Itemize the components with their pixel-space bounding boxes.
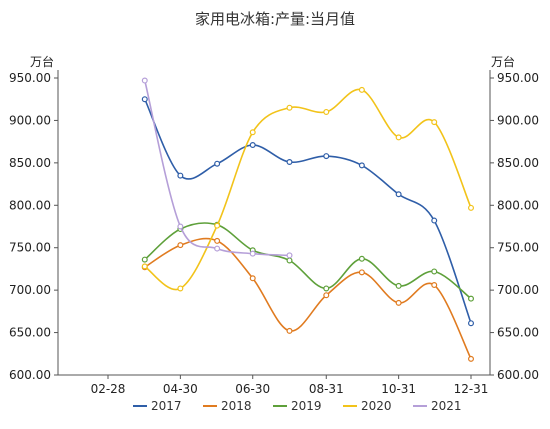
data-point-2019	[468, 295, 475, 302]
data-point-2020	[286, 104, 293, 111]
series-line-2019	[144, 222, 472, 300]
series-layer	[141, 77, 475, 362]
data-point-2017	[358, 162, 365, 169]
data-point-2021	[286, 252, 293, 259]
data-point-2020	[468, 204, 475, 211]
data-point-2019	[431, 268, 438, 275]
data-point-2017	[395, 191, 402, 198]
legend-label-2020: 2020	[361, 399, 392, 413]
series-line-2020	[144, 88, 472, 291]
data-point-2019	[286, 257, 293, 264]
y-tick-label-right: 900.00	[497, 113, 539, 127]
axes: 600.00 600.00 650.00 650.00 700.00 700.00 750.…	[9, 70, 539, 396]
data-point-2020	[214, 222, 221, 229]
data-point-2021	[214, 245, 221, 252]
data-point-2018	[214, 237, 221, 244]
legend-label-2021: 2021	[431, 399, 462, 413]
data-point-2020	[323, 108, 330, 115]
series-line-2021	[144, 80, 290, 257]
data-point-2018	[395, 299, 402, 306]
series-2018	[141, 237, 475, 362]
legend: 2017 2018 2019 2020 2021	[133, 399, 462, 413]
data-point-2018	[177, 242, 184, 249]
legend-label-2018: 2018	[221, 399, 252, 413]
data-point-2017	[468, 320, 475, 327]
chart-title: 家用电冰箱:产量:当月值	[195, 10, 355, 28]
x-tick-label: 10-31	[381, 382, 416, 396]
legend-label-2019: 2019	[291, 399, 322, 413]
y-tick-label-right: 600.00	[497, 368, 539, 382]
y-tick-label-right: 650.00	[497, 326, 539, 340]
data-point-2020	[177, 285, 184, 292]
data-point-2018	[249, 275, 256, 282]
y-tick-label-right: 750.00	[497, 241, 539, 255]
x-tick-label: 04-30	[163, 382, 198, 396]
x-tick-label: 06-30	[235, 382, 270, 396]
data-point-2017	[431, 217, 438, 224]
data-point-2017	[286, 159, 293, 166]
data-point-2021	[177, 223, 184, 230]
y-tick-label-left: 800.00	[9, 198, 51, 212]
data-point-2017	[177, 172, 184, 179]
data-point-2021	[249, 250, 256, 257]
y-tick-label-right: 850.00	[497, 156, 539, 170]
data-point-2020	[395, 134, 402, 141]
data-point-2018	[358, 269, 365, 276]
series-2019	[141, 221, 475, 302]
series-2021	[141, 77, 293, 259]
data-point-2018	[323, 292, 330, 299]
y-tick-label-left: 650.00	[9, 326, 51, 340]
series-2020	[141, 86, 475, 292]
y-tick-label-right: 800.00	[497, 198, 539, 212]
legend-label-2017: 2017	[151, 399, 182, 413]
data-point-2020	[249, 129, 256, 136]
data-point-2021	[141, 77, 148, 84]
series-line-2018	[144, 237, 472, 360]
y-tick-label-left: 700.00	[9, 283, 51, 297]
y-tick-label-right: 950.00	[497, 71, 539, 85]
data-point-2018	[468, 355, 475, 362]
x-tick-label: 02-28	[91, 382, 126, 396]
data-point-2017	[249, 142, 256, 149]
y-tick-label-left: 950.00	[9, 71, 51, 85]
data-point-2018	[431, 282, 438, 289]
data-point-2020	[358, 86, 365, 93]
y-tick-label-left: 750.00	[9, 241, 51, 255]
y-tick-label-left: 850.00	[9, 156, 51, 170]
y-tick-label-left: 600.00	[9, 368, 51, 382]
data-point-2020	[431, 119, 438, 126]
data-point-2017	[141, 96, 148, 103]
data-point-2019	[323, 285, 330, 292]
data-point-2019	[141, 256, 148, 263]
data-point-2017	[214, 160, 221, 167]
series-line-2017	[144, 98, 472, 324]
data-point-2017	[323, 153, 330, 160]
series-2017	[141, 96, 475, 327]
y-axis-unit-right: 万台	[491, 54, 515, 69]
x-tick-label: 08-31	[309, 382, 344, 396]
y-tick-label-left: 900.00	[9, 113, 51, 127]
data-point-2018	[286, 327, 293, 334]
x-tick-label: 12-31	[454, 382, 489, 396]
y-axis-unit-left: 万台	[30, 54, 54, 69]
data-point-2020	[141, 263, 148, 270]
y-tick-label-right: 700.00	[497, 283, 539, 297]
data-point-2019	[358, 255, 365, 262]
data-point-2019	[395, 282, 402, 289]
